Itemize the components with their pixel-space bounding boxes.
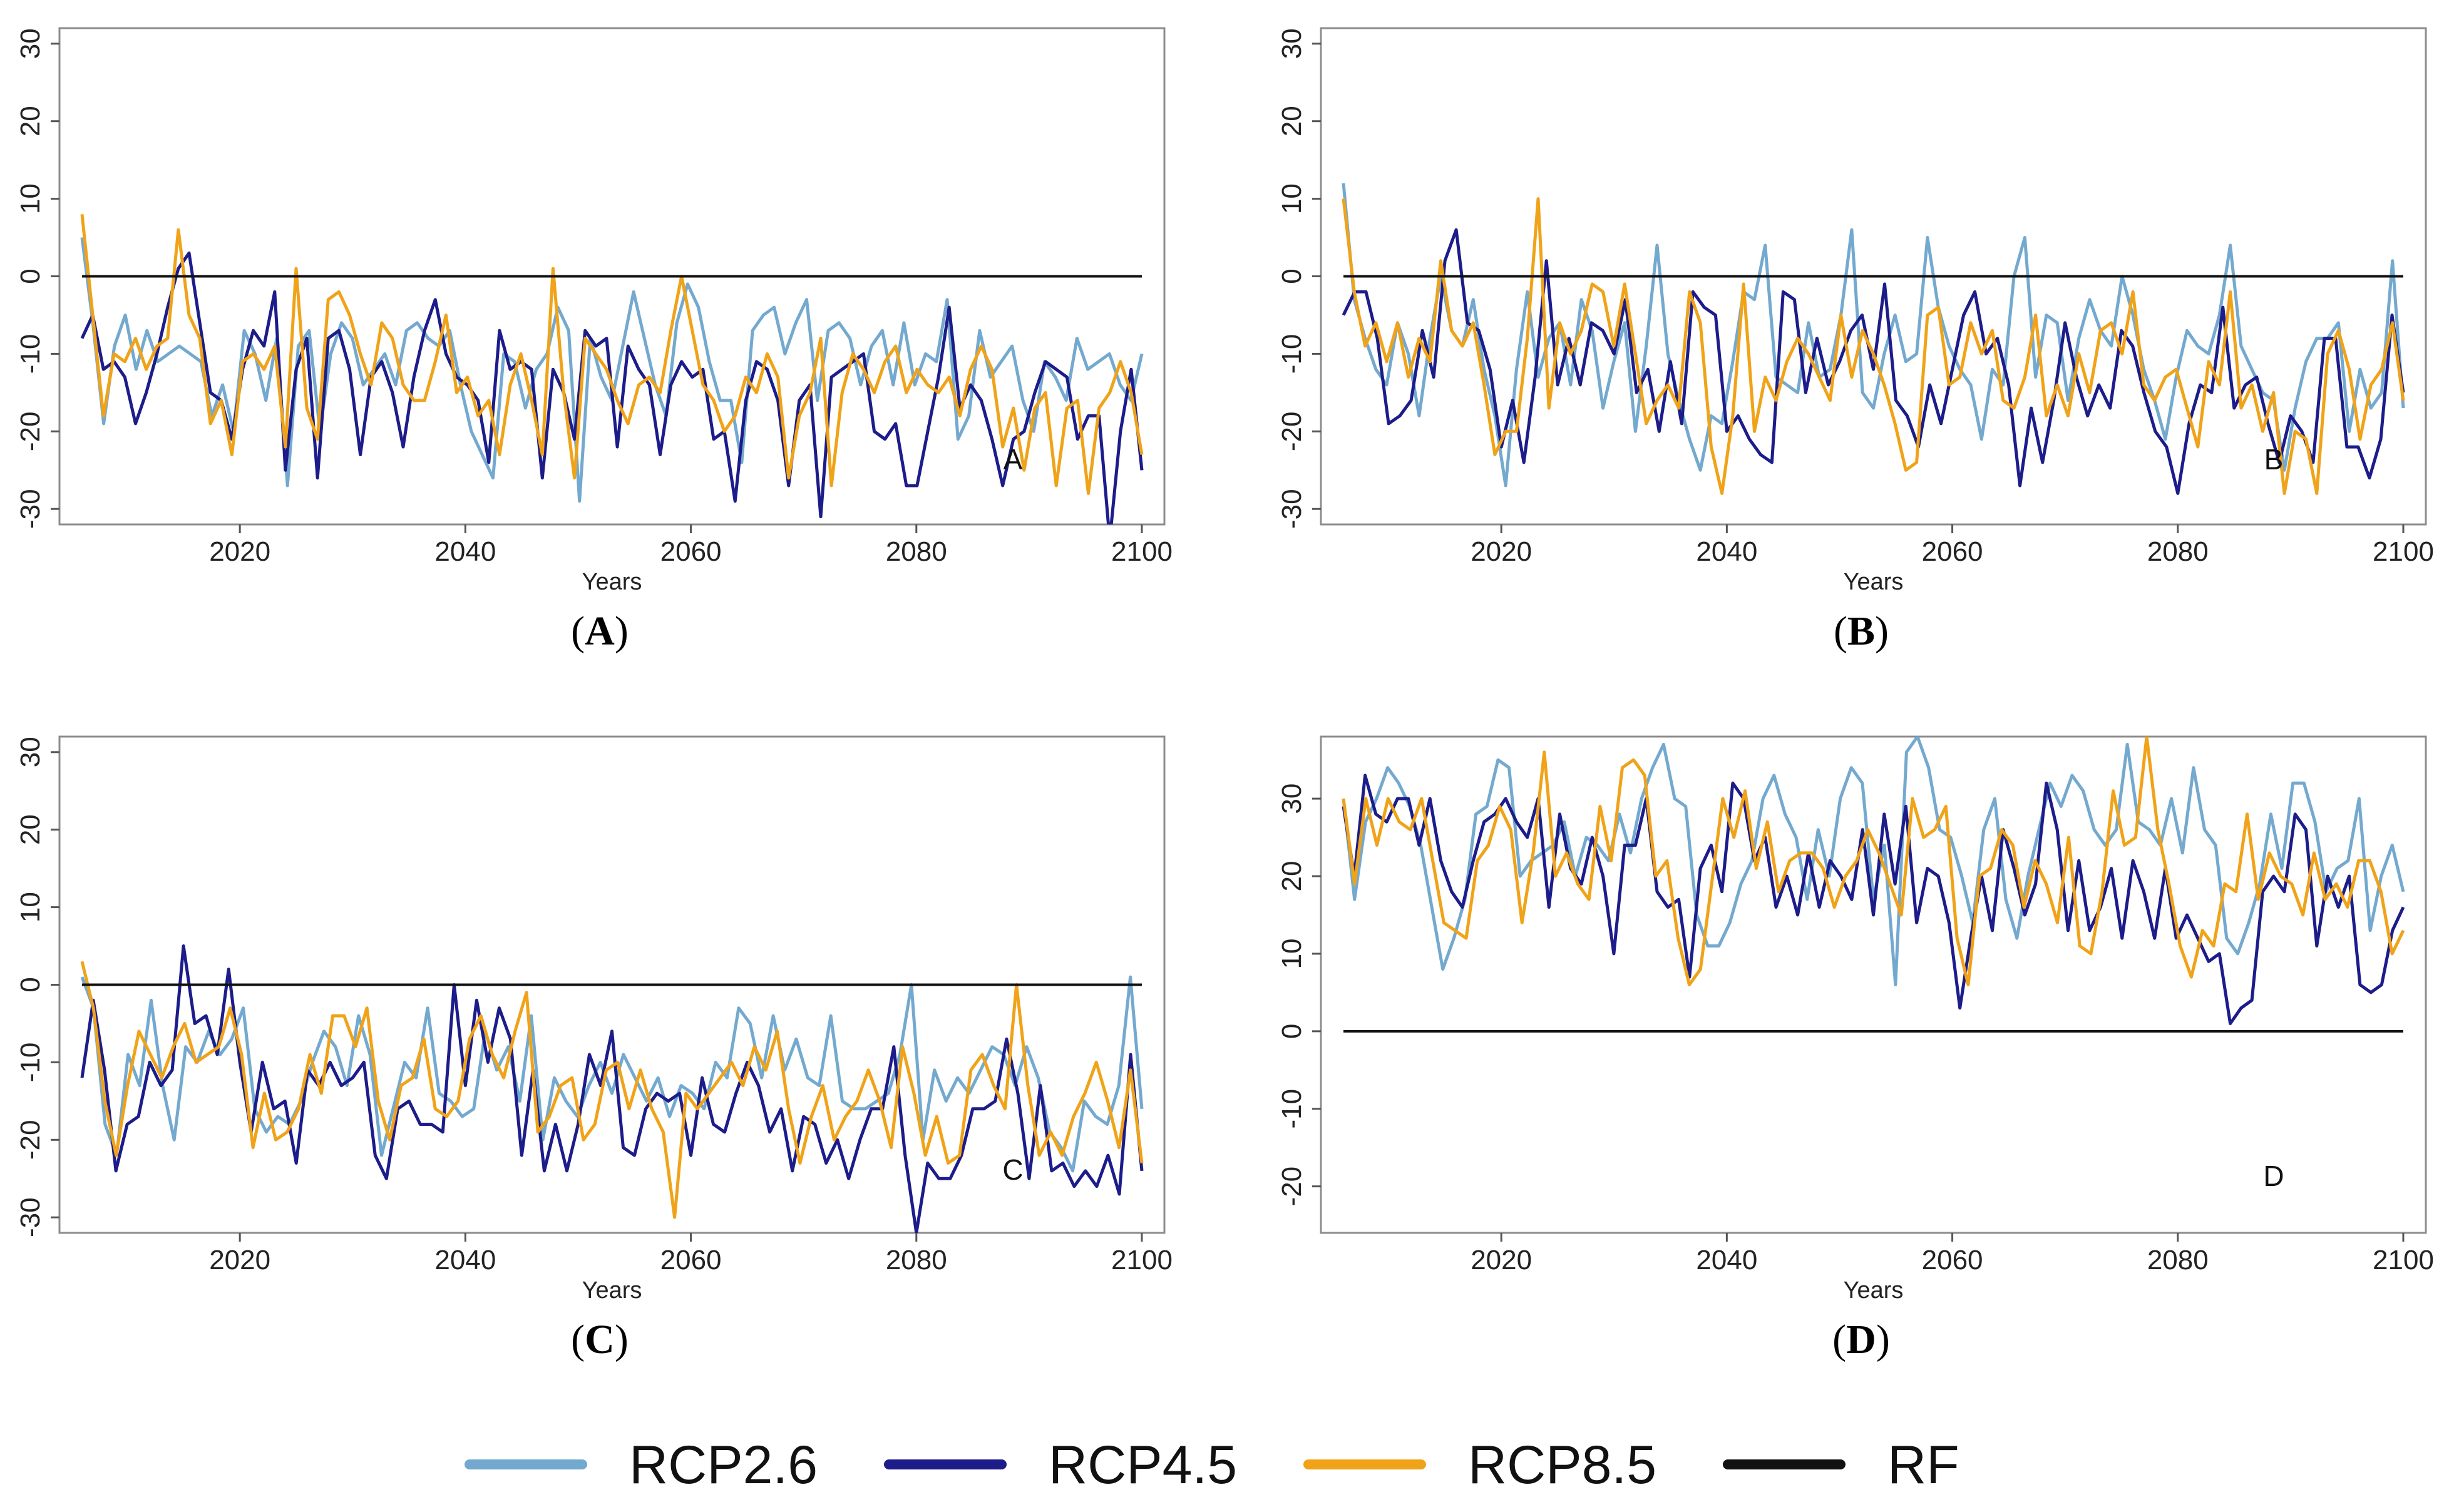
plot-frame — [1320, 735, 2427, 1234]
panel-caption: (D) — [1832, 1317, 1890, 1362]
y-tick-label: 10 — [15, 183, 46, 214]
series-RCP8.5 — [1342, 737, 2405, 986]
y-tick-label: -10 — [1276, 1089, 1307, 1129]
legend-label: RCP2.6 — [629, 1435, 818, 1495]
x-tick-label: 2020 — [209, 1245, 270, 1275]
x-tick-label: 2100 — [1111, 1245, 1173, 1275]
panel-B: 2020 2040 2060 2080 2100 -30 -20 -10 0 10 20 30 Year… — [1276, 27, 2434, 654]
y-tick-label: 30 — [1276, 784, 1307, 814]
x-tick-label: 2040 — [434, 1245, 496, 1275]
y-tick-label: 10 — [15, 892, 46, 922]
x-tick-label: 2040 — [1696, 536, 1757, 567]
y-tick-label: -20 — [1276, 412, 1307, 452]
y-tick-label: -30 — [1276, 489, 1307, 529]
y-tick-label: 10 — [1276, 183, 1307, 214]
x-tick-label: 2060 — [660, 1245, 722, 1275]
y-tick-label: -20 — [15, 412, 46, 452]
x-tick-label: 2040 — [434, 536, 496, 567]
panel-letter: A — [1004, 443, 1023, 476]
legend-label: RF — [1887, 1435, 1959, 1495]
series-RCP4.5 — [1342, 774, 2405, 1025]
x-tick-label: 2100 — [2373, 1245, 2434, 1275]
x-tick-label: 2100 — [2373, 536, 2434, 567]
x-tick-label: 2080 — [2147, 536, 2209, 567]
panel-C: 2020 2040 2060 2080 2100 -30 -20 -10 0 10 20 30 Year… — [15, 735, 1173, 1362]
y-tick-label: 20 — [1276, 106, 1307, 136]
y-tick-label: 0 — [15, 268, 46, 284]
panel-A: 2020 2040 2060 2080 2100 -30 -20 -10 0 10 20 30 Year… — [15, 27, 1173, 654]
x-axis-label: Years — [582, 569, 642, 595]
panel-D: 2020 2040 2060 2080 2100 -20 -10 0 10 20 30 Years D (… — [1276, 735, 2434, 1362]
series-group — [80, 944, 1144, 1233]
x-axis-label: Years — [1844, 1277, 1904, 1304]
x-tick-label: 2020 — [1471, 1245, 1532, 1275]
y-tick-label: -30 — [15, 1197, 46, 1237]
panels: 2020 2040 2060 2080 2100-30-20-100102030Year… — [15, 27, 2434, 1362]
series-group — [80, 214, 1144, 524]
series-RCP8.5 — [80, 214, 1144, 495]
y-tick-label: -20 — [1276, 1167, 1307, 1207]
legend-item-RF: RF — [1723, 1435, 1959, 1495]
legend-item-RCP2.6: RCP2.6 — [465, 1435, 818, 1495]
x-tick-label: 2020 — [1471, 536, 1532, 567]
legend-item-RCP8.5: RCP8.5 — [1303, 1435, 1656, 1495]
y-tick-label: 0 — [15, 977, 46, 992]
y-tick-label: 0 — [1276, 1024, 1307, 1039]
y-tick-label: 0 — [1276, 268, 1307, 284]
y-tick-label: -10 — [1276, 334, 1307, 374]
x-tick-label: 2100 — [1111, 536, 1173, 567]
series-RCP4.5 — [80, 944, 1144, 1233]
y-tick-label: 20 — [1276, 861, 1307, 892]
series-RCP8.5 — [80, 961, 1144, 1219]
series-RCP2.6 — [1342, 737, 2405, 986]
legend-label: RCP4.5 — [1049, 1435, 1237, 1495]
y-tick-label: -20 — [15, 1120, 46, 1160]
y-tick-label: -10 — [15, 334, 46, 374]
panel-caption: (C) — [571, 1317, 629, 1362]
x-tick-label: 2060 — [1922, 1245, 1983, 1275]
panel-letter: D — [2263, 1160, 2284, 1192]
x-tick-label: 2080 — [2147, 1245, 2209, 1275]
x-tick-label: 2040 — [1696, 1245, 1757, 1275]
x-axis-label: Years — [582, 1277, 642, 1304]
x-tick-label: 2080 — [886, 1245, 947, 1275]
y-tick-label: 30 — [15, 737, 46, 767]
y-tick-label: 20 — [15, 814, 46, 845]
series-group — [1342, 737, 2405, 1033]
panel-letter: C — [1002, 1153, 1023, 1186]
x-tick-label: 2060 — [1922, 536, 1983, 567]
legend-item-RCP4.5: RCP4.5 — [884, 1435, 1237, 1495]
panel-caption: (A) — [571, 608, 629, 654]
y-tick-label: 30 — [15, 28, 46, 59]
series-RCP8.5 — [1342, 197, 2405, 495]
series-RCP2.6 — [1342, 183, 2405, 488]
y-tick-label: 20 — [15, 106, 46, 136]
x-tick-label: 2080 — [886, 536, 947, 567]
series-RCP4.5 — [1342, 228, 2405, 495]
x-axis-label: Years — [1844, 569, 1904, 595]
legend: RCP2.6 RCP4.5 RCP8.5 RF — [465, 1435, 1959, 1495]
y-tick-label: -10 — [15, 1043, 46, 1083]
series-group — [1342, 183, 2405, 495]
y-tick-label: 10 — [1276, 938, 1307, 969]
series-RCP4.5 — [80, 251, 1144, 524]
panel-caption: (B) — [1834, 608, 1889, 654]
y-tick-label: 30 — [1276, 28, 1307, 59]
legend-label: RCP8.5 — [1468, 1435, 1656, 1495]
y-tick-label: -30 — [15, 489, 46, 529]
panel-letter: B — [2264, 443, 2284, 476]
x-tick-label: 2060 — [660, 536, 722, 567]
x-tick-label: 2020 — [209, 536, 270, 567]
